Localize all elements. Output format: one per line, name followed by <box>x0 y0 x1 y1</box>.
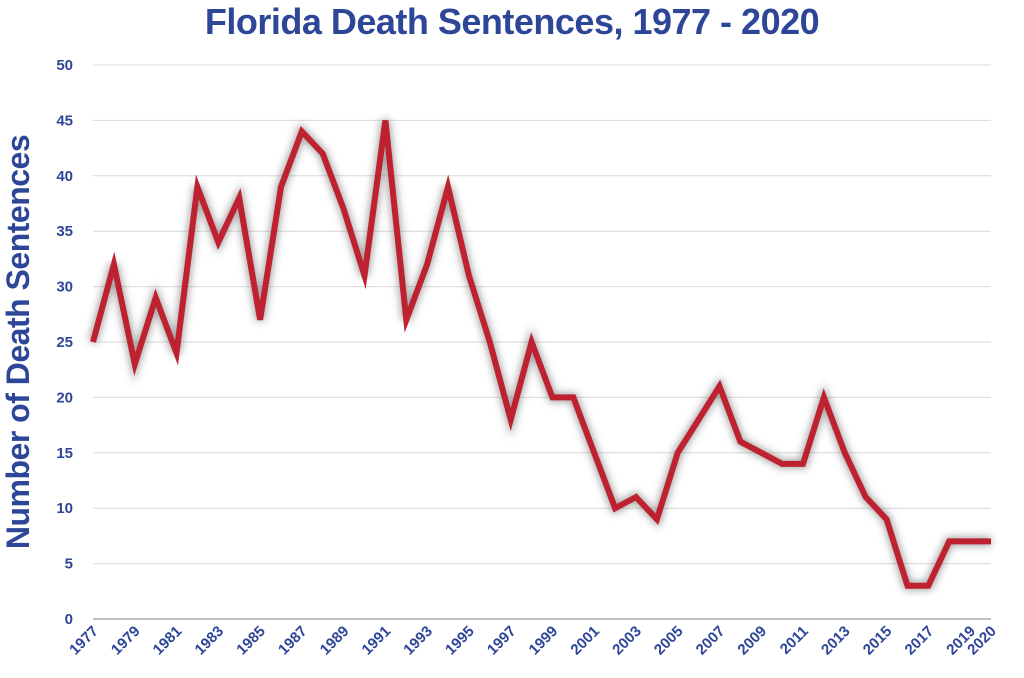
data-point <box>236 195 242 201</box>
series-line <box>90 119 991 589</box>
series-death-sentences <box>88 117 994 591</box>
data-point <box>758 450 764 456</box>
y-axis-ticks: 0 5 10 15 20 25 30 35 40 45 50 <box>56 57 73 628</box>
x-tick-label: 1977 <box>66 623 102 659</box>
data-point <box>633 494 639 500</box>
y-tick-label: 25 <box>56 334 73 351</box>
x-tick-label: 2007 <box>693 623 729 659</box>
data-point <box>194 184 200 190</box>
x-tick-label: 1999 <box>526 623 562 659</box>
y-tick-label: 20 <box>56 389 73 406</box>
data-point <box>549 394 555 400</box>
data-point <box>696 417 702 423</box>
data-point <box>299 128 305 134</box>
x-tick-label: 1983 <box>192 623 228 659</box>
data-point <box>675 450 681 456</box>
y-axis-label: Number of Death Sentences <box>0 135 36 549</box>
data-point <box>215 239 221 245</box>
chart-title: Florida Death Sentences, 1977 - 2020 <box>204 1 820 42</box>
data-point <box>403 317 409 323</box>
y-tick-label: 0 <box>65 611 73 628</box>
y-tick-label: 10 <box>56 500 73 517</box>
data-point <box>466 273 472 279</box>
data-point <box>967 538 973 544</box>
y-tick-label: 40 <box>56 168 73 185</box>
x-tick-label: 2003 <box>609 623 645 659</box>
x-tick-label: 1981 <box>150 623 186 659</box>
y-tick-label: 35 <box>56 223 73 240</box>
x-tick-label: 1995 <box>442 623 478 659</box>
data-point <box>737 439 743 445</box>
x-tick-label: 2005 <box>651 623 687 659</box>
x-tick-label: 1997 <box>484 623 520 659</box>
data-point <box>424 261 430 267</box>
x-tick-label: 1991 <box>359 623 395 659</box>
data-point <box>842 450 848 456</box>
data-point <box>863 494 869 500</box>
data-point <box>946 538 952 544</box>
gridlines <box>93 64 991 565</box>
x-tick-label: 1985 <box>233 623 269 659</box>
data-point <box>529 339 535 345</box>
y-tick-label: 45 <box>56 112 73 129</box>
data-point <box>90 339 96 345</box>
x-tick-label: 1979 <box>108 623 144 659</box>
x-tick-label: 2015 <box>860 623 896 659</box>
data-point <box>570 394 576 400</box>
data-point <box>717 383 723 389</box>
x-tick-label: 2011 <box>777 623 812 658</box>
data-point <box>320 151 326 157</box>
data-point <box>612 505 618 511</box>
data-point <box>153 295 159 301</box>
data-point <box>257 317 263 323</box>
data-point <box>174 350 180 356</box>
x-tick-label: 1987 <box>275 623 311 659</box>
data-point <box>278 184 284 190</box>
data-point <box>111 261 117 267</box>
x-tick-label: 1989 <box>317 623 353 659</box>
x-axis-ticks: 1977 1979 1981 1983 1985 1987 1989 1991 1993 1995… <box>66 623 1000 659</box>
data-point <box>779 461 785 467</box>
x-tick-label: 2013 <box>818 623 854 659</box>
data-point <box>132 361 138 367</box>
y-tick-label: 50 <box>56 57 73 74</box>
data-point <box>988 538 994 544</box>
data-point <box>654 516 660 522</box>
data-point <box>821 394 827 400</box>
y-tick-label: 30 <box>56 279 73 296</box>
series-line-shadow <box>88 119 991 591</box>
data-point <box>800 461 806 467</box>
data-point <box>487 339 493 345</box>
data-point <box>508 417 514 423</box>
y-tick-label: 5 <box>65 556 73 573</box>
data-point <box>925 583 931 589</box>
x-tick-label: 2009 <box>734 623 770 659</box>
x-tick-label: 2017 <box>902 623 938 659</box>
x-tick-label: 2001 <box>567 623 603 659</box>
x-tick-label: 1993 <box>400 623 436 659</box>
data-point <box>382 117 388 123</box>
y-tick-label: 15 <box>56 445 73 462</box>
data-point <box>591 450 597 456</box>
data-point <box>904 583 910 589</box>
data-point <box>445 184 451 190</box>
data-point <box>341 206 347 212</box>
data-point <box>361 273 367 279</box>
data-point <box>884 516 890 522</box>
